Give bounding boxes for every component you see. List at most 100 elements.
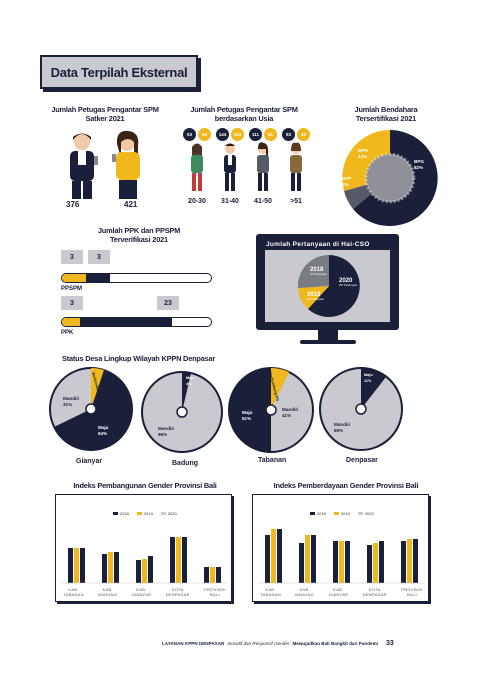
cso-screen: 2018 40 Pertanyaan 2019 86 Pertanyaan 2020…	[265, 250, 390, 322]
person-icon	[224, 143, 236, 191]
bar-group	[333, 541, 350, 583]
ppk-right-value: 23	[157, 296, 179, 310]
footer-mid: Inovatif dan Responsif Gender	[227, 641, 290, 646]
category-label: KAB. GIANYAR	[131, 587, 152, 597]
cso-pie	[298, 255, 360, 317]
ipg-categories: KAB. TABANAN KAB. BADUNG KAB. GIANYAR KOTA D…	[56, 587, 233, 597]
category-label: KAB. TABANAN	[260, 587, 281, 597]
pie-slice-2019	[298, 286, 329, 309]
ppspm-label: PPSPM	[61, 286, 83, 292]
usia-group: 53 64 20-30	[181, 128, 213, 205]
denpasar-maju-label: Maju 11%	[364, 373, 373, 383]
bar-group	[367, 541, 384, 583]
badung-mandiri-label: Mandiri 96%	[158, 426, 175, 437]
badung-maju-label: Maju 4%	[186, 376, 195, 386]
page-title: Data Terpilah Eksternal	[40, 55, 198, 89]
usia-groups: 53 64 20-30 144 104 31-40 111 61 41-50 9…	[181, 128, 311, 213]
ppk-bar	[61, 317, 212, 327]
desa-title: Status Desa Lingkup Wilayah KPPN Denpasa…	[62, 354, 216, 363]
bar-group	[102, 552, 119, 583]
person-icon	[290, 142, 302, 191]
female-bubble: 64	[198, 128, 211, 141]
legend-item: 2020	[160, 511, 177, 516]
usia-title: Jumlah Petugas Pengantar SPM berdasarkan…	[190, 105, 298, 123]
denpasar-pie	[319, 367, 403, 451]
usia-label: 31-40	[221, 198, 239, 205]
legend-item: 2018	[113, 511, 129, 516]
male-bubble: 111	[249, 128, 262, 141]
female-bubble: 49	[297, 128, 310, 141]
ppspm-bar	[61, 273, 212, 283]
person-icon	[191, 143, 203, 191]
category-label: PROVINSI BALI	[401, 587, 423, 597]
pie-slice-berkembang	[91, 367, 104, 409]
ppspm-left-value: 3	[61, 250, 83, 264]
male-bubble: 93	[282, 128, 295, 141]
person-icon	[257, 142, 269, 191]
cso-2018: 2018 40 Pertanyaan	[310, 267, 327, 276]
legend-item: 2018	[310, 511, 326, 516]
bpn-label: BPN 14%	[358, 148, 368, 159]
bpp-label: BPP 4%	[342, 176, 352, 187]
pie-slice-2018	[298, 255, 329, 288]
badung-name: Badung	[172, 460, 199, 467]
idg-categories: KAB. TABANAN KAB. BADUNG KAB. GIANYAR KOTA D…	[253, 587, 430, 597]
usia-label: 41-50	[254, 198, 272, 205]
ipg-bars	[61, 537, 228, 584]
category-label: KAB. GIANYAR	[328, 587, 349, 597]
male-bubble: 53	[183, 128, 196, 141]
ppk-left-value: 3	[61, 296, 83, 310]
idg-bars	[258, 529, 425, 584]
petugas-title: Jumlah Petugas Pengantar SPM Satker 2021	[51, 105, 159, 123]
bar-group	[401, 539, 418, 583]
bar-group	[170, 537, 187, 583]
bendahara-pie	[342, 130, 438, 226]
pie-slice-berkembang	[271, 367, 289, 410]
pie-slice-maju	[182, 371, 191, 412]
gianyar-mandiri-label: Mandiri 31%	[63, 396, 80, 407]
denpasar-name: Denpasar	[346, 457, 378, 464]
legend-item: 2020	[357, 511, 374, 516]
female-bubble: 61	[264, 128, 277, 141]
gianyar-maju-label: Maju 64%	[98, 425, 109, 436]
bar-group	[265, 529, 282, 583]
cso-2019: 2019 86 Pertanyaan	[307, 292, 324, 301]
category-label: KAB. BADUNG	[98, 587, 118, 597]
page-number: 33	[385, 640, 394, 647]
idg-title: Indeks Pemberdayaan Gender Provinsi Bali	[273, 481, 419, 490]
couple-illustration	[70, 130, 140, 199]
footer: LAYANAN KPPN DENPASAR Inovatif dan Respo…	[162, 640, 394, 647]
male-bubble: 144	[216, 128, 229, 141]
cso-title: Jumlah Pertanyaan di Hai-CSO	[266, 241, 370, 248]
tabanan-mandiri-label: Mandiri 41%	[282, 407, 299, 418]
category-label: PROVINSI BALI	[204, 587, 226, 597]
bendahara-title: Jumlah Bendahara Tersertifikasi 2021	[354, 105, 418, 123]
bar-group	[299, 535, 316, 583]
idg-chart: 2018 2019 2020 KAB. TABANAN KAB. BADUNG KA…	[252, 494, 429, 602]
bar-group	[68, 548, 85, 583]
female-bubble: 104	[231, 128, 244, 141]
category-label: KAB. TABANAN	[63, 587, 84, 597]
ppspm-right-value: 3	[88, 250, 110, 264]
pie-slice-2020	[308, 255, 360, 317]
gianyar-pie	[49, 367, 133, 451]
usia-group: 144 104 31-40	[214, 128, 246, 205]
monitor-neck	[318, 330, 338, 340]
bar-group	[204, 567, 221, 583]
usia-label: >51	[290, 198, 302, 205]
category-label: KOTA DENPASAR	[362, 587, 387, 597]
bar-group	[136, 556, 153, 583]
tabanan-name: Tabanan	[258, 457, 287, 464]
cso-monitor: Jumlah Pertanyaan di Hai-CSO 2018 40 Pert…	[256, 234, 399, 330]
pie-slice-maju	[229, 368, 271, 452]
badung-pie	[141, 371, 223, 453]
gianyar-name: Gianyar	[76, 458, 103, 465]
footer-right: Mewujudkan Bali Bangkit dari Pandemi	[292, 641, 378, 646]
male-count: 376	[66, 200, 80, 209]
usia-group: 93 49 >51	[280, 128, 312, 205]
ppk-title: Jumlah PPK dan PPSPM Terverifikasi 2021	[97, 226, 181, 244]
pie-slice-maju	[361, 368, 386, 409]
category-label: KOTA DENPASAR	[165, 587, 190, 597]
legend-item: 2019	[333, 511, 350, 516]
ipg-legend: 2018 2019 2020	[113, 511, 177, 516]
